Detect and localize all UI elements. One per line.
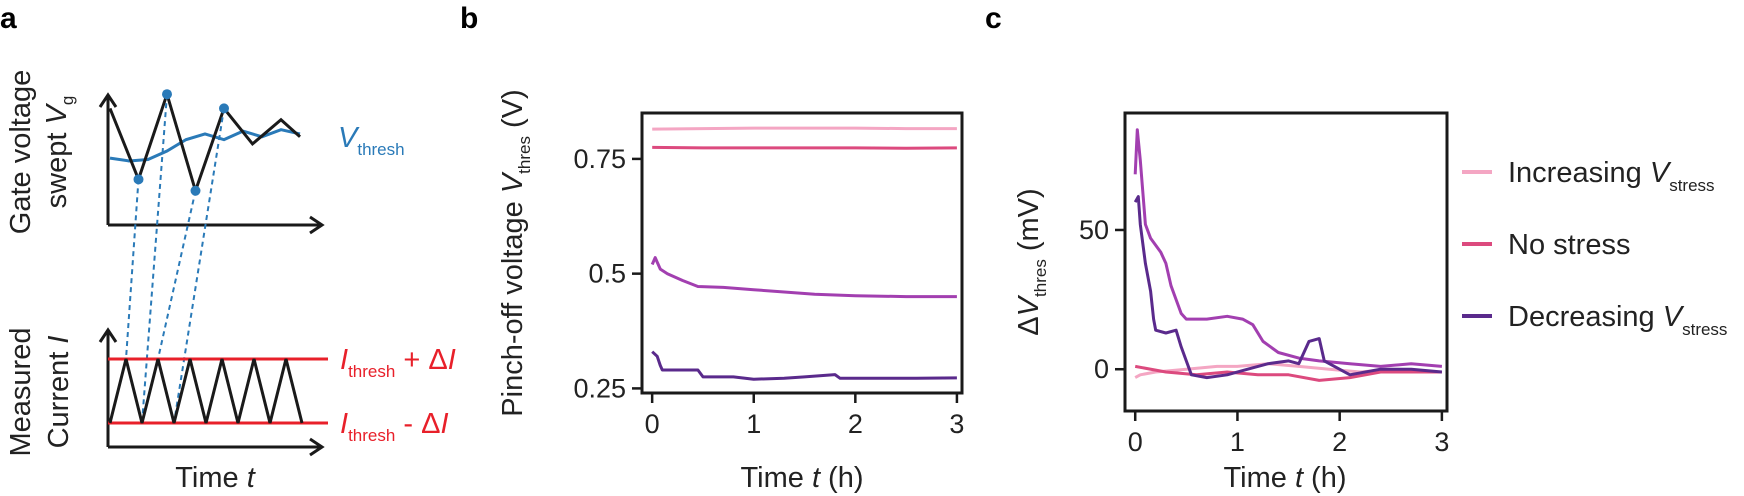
b-series-decreasing_low <box>651 350 957 381</box>
a-bottom-y-arrow <box>98 327 118 343</box>
a-top-y-arrow <box>98 92 118 108</box>
b-xtick-label: 3 <box>949 409 964 439</box>
b-series-nostress <box>652 145 957 150</box>
c-series-decreasing_low <box>1133 195 1443 380</box>
b-ytick-label: 0.5 <box>588 259 626 289</box>
c-series-decreasing_mid <box>1133 128 1443 368</box>
a-current-signal <box>108 358 304 424</box>
legend-label-nostress: No stress <box>1508 229 1630 261</box>
c-ytick-label: 0 <box>1094 354 1109 384</box>
b-series <box>650 126 957 381</box>
b-ytick-label: 0.75 <box>573 144 626 174</box>
c-xtick-label: 0 <box>1128 427 1143 457</box>
a-bottom-ylabel-line1: Measured <box>5 328 37 457</box>
a-dashed-projection <box>157 190 197 360</box>
panel-c-chart: 0 1 2 3 0 50 Time t (h) ΔVthres (mV) <box>1013 111 1449 494</box>
c-y-ticks: 0 50 <box>1079 215 1125 384</box>
c-series-nostress <box>1134 364 1442 382</box>
c-xlabel: Time t (h) <box>1224 462 1347 494</box>
panel-a-diagram: Gate voltage swept Vg Vthresh Measured C… <box>5 70 456 494</box>
b-plot-frame <box>640 111 964 395</box>
c-ytick-label: 50 <box>1079 215 1109 245</box>
c-plot-frame <box>1123 111 1449 413</box>
legend-label-increasing: Increasing Vstress <box>1508 157 1715 195</box>
b-series-increasing <box>652 126 957 131</box>
panel-label-c: c <box>985 2 1002 35</box>
legend: Increasing Vstress No stress Decreasing … <box>1462 157 1727 339</box>
c-series <box>1133 128 1443 382</box>
b-ytick-label: 0.25 <box>573 373 626 403</box>
a-top-ylabel-line1: Gate voltage <box>5 70 37 234</box>
a-dashed-projection <box>125 179 140 360</box>
a-turning-point-marker <box>162 89 172 100</box>
b-xtick-label: 0 <box>645 409 660 439</box>
panel-b-chart: 0 1 2 3 0.25 0.5 0.75 Time t (h) Pinch-off vo… <box>497 89 964 494</box>
a-dashed-projection <box>141 94 168 424</box>
b-x-ticks: 0 1 2 3 <box>645 393 964 439</box>
a-top-x-arrow <box>309 215 325 235</box>
a-ithresh-lower-label: Ithresh - ΔI <box>340 408 449 445</box>
legend-label-decreasing: Decreasing Vstress <box>1508 301 1727 339</box>
a-dashed-projections <box>125 94 225 424</box>
b-xtick-label: 2 <box>848 409 863 439</box>
a-xlabel: Time t <box>175 462 256 494</box>
a-ithresh-upper-label: Ithresh + ΔI <box>340 344 456 381</box>
a-turning-point-marker <box>190 185 201 196</box>
a-turning-point-marker <box>133 174 144 185</box>
a-vg-signal <box>108 89 302 196</box>
a-turning-point-marker <box>219 103 229 114</box>
c-ylabel: ΔVthres (mV) <box>1013 188 1050 335</box>
panel-label-b: b <box>460 2 478 35</box>
c-xtick-label: 3 <box>1434 427 1449 457</box>
c-xtick-label: 1 <box>1230 427 1245 457</box>
a-vthresh-line <box>109 128 301 163</box>
c-x-ticks: 0 1 2 3 <box>1128 411 1449 457</box>
a-markers <box>133 89 229 196</box>
a-bottom-x-arrow <box>309 437 325 457</box>
a-dashed-projection <box>173 108 225 424</box>
panel-label-a: a <box>0 2 17 35</box>
a-bottom-ylabel-line2: Current I <box>43 336 75 449</box>
b-xtick-label: 1 <box>746 409 761 439</box>
a-top-ylabel-line2: swept Vg <box>41 96 77 209</box>
b-ylabel: Pinch-off voltage Vthres (V) <box>497 89 534 416</box>
c-xtick-label: 2 <box>1332 427 1347 457</box>
a-vthresh-legend: Vthresh <box>338 122 405 159</box>
b-xlabel: Time t (h) <box>741 462 864 494</box>
b-y-ticks: 0.25 0.5 0.75 <box>573 144 642 403</box>
b-series-decreasing_mid <box>650 256 957 299</box>
